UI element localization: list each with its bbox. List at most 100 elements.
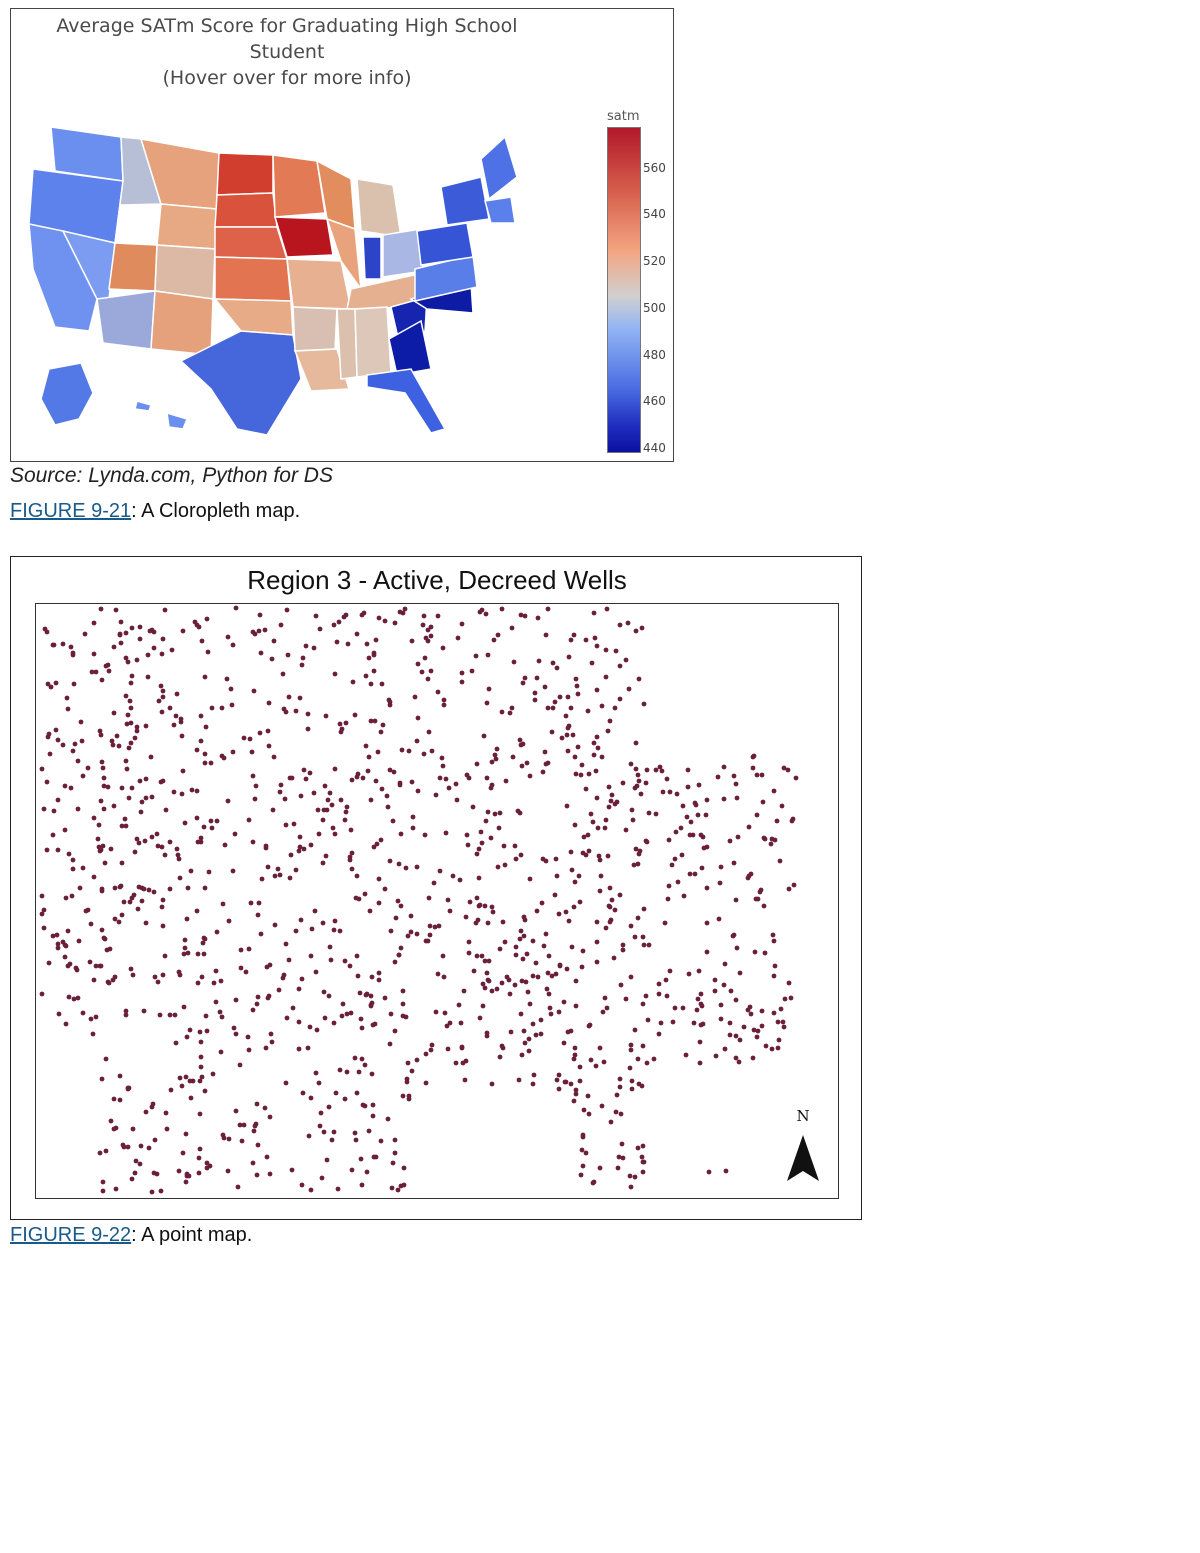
well-point [617,1076,623,1082]
well-point [287,875,293,881]
well-point [146,1145,152,1151]
well-point [314,1027,320,1033]
map-frame[interactable] [35,603,839,1199]
well-point [500,919,506,925]
well-point [666,837,672,843]
well-point [332,766,338,772]
well-point [89,669,95,675]
well-point [746,824,752,830]
well-point [183,1074,189,1080]
well-point [203,1013,209,1019]
well-point [565,725,571,731]
well-point [779,803,785,809]
well-point [341,614,347,620]
well-point [344,1069,350,1075]
well-point [474,895,480,901]
well-point [533,960,539,966]
well-point [564,966,570,972]
well-point [644,767,650,773]
well-point [329,802,335,808]
well-point [637,848,643,854]
well-point [220,901,226,907]
well-point [251,1128,257,1134]
well-point [179,1083,185,1089]
figure-caption-9-22: FIGURE 9-22: A point map. [10,1224,252,1247]
well-point [385,804,391,810]
well-point [612,705,618,711]
well-point [277,789,283,795]
well-point [368,1003,374,1009]
well-point [387,767,393,773]
us-choropleth-map[interactable] [11,9,673,461]
well-point [171,722,177,728]
well-point [179,791,185,797]
well-point [308,1187,314,1193]
well-point [194,788,200,794]
well-point [788,995,794,1001]
well-point [687,871,693,877]
well-point [573,771,579,777]
well-point [55,941,61,947]
well-point [518,612,524,618]
well-point [96,822,102,828]
well-point [141,1008,147,1014]
well-point [634,783,640,789]
well-point [200,940,206,946]
well-point [423,1051,429,1057]
well-point [571,1098,577,1104]
well-point [404,1076,410,1082]
well-point [542,684,548,690]
well-point [441,974,447,980]
well-point [680,803,686,809]
well-point [636,778,642,784]
well-point [289,775,295,781]
well-point [420,622,426,628]
well-point [566,918,572,924]
well-point [348,1010,354,1016]
well-point [599,1103,605,1109]
well-point [506,977,512,983]
well-point [119,860,125,866]
well-point [757,889,763,895]
well-point [695,812,701,818]
well-point [440,645,446,651]
well-point [643,780,649,786]
well-point [70,866,76,872]
well-point [62,954,68,960]
well-point [716,916,722,922]
well-point [126,745,132,751]
well-point [255,1142,261,1148]
well-point [591,740,597,746]
well-point [48,684,54,690]
well-point [518,1011,524,1017]
well-point [440,763,446,769]
well-point [459,670,465,676]
well-point [288,852,294,858]
well-point [101,935,107,941]
well-point [520,680,526,686]
well-point [421,751,427,757]
well-point [331,927,337,933]
well-point [111,644,117,650]
well-point [185,885,191,891]
well-point [545,970,551,976]
well-point [235,1184,241,1190]
well-point [228,686,234,692]
well-point [523,979,529,985]
well-point [211,980,217,986]
well-point [80,865,86,871]
well-point [347,857,353,863]
figure-ref-link[interactable]: FIGURE 9-22 [10,1224,132,1246]
well-point [635,861,641,867]
well-point [293,708,299,714]
well-point [262,1105,268,1111]
well-point [428,633,434,639]
well-point [326,1104,332,1110]
well-point [160,636,166,642]
well-point [508,1029,514,1035]
well-point [446,785,452,791]
well-point [332,831,338,837]
well-point [641,906,647,912]
well-point [477,902,483,908]
figure-ref-link[interactable]: FIGURE 9-21 [10,500,132,522]
